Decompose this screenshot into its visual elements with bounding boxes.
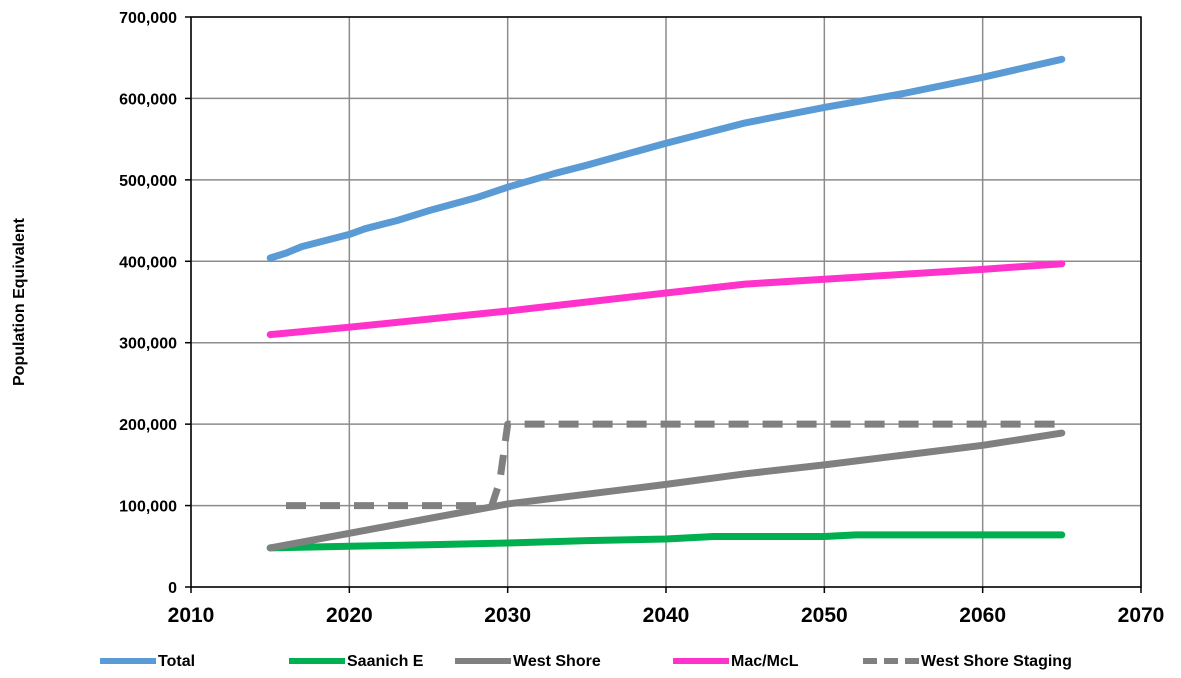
legend-label: West Shore bbox=[513, 653, 601, 670]
x-tick-label: 2050 bbox=[801, 604, 848, 627]
y-tick-label: 200,000 bbox=[119, 417, 177, 434]
series-lines bbox=[266, 55, 1066, 552]
y-tick-label: 500,000 bbox=[119, 173, 177, 190]
y-tick-label: 600,000 bbox=[119, 91, 177, 108]
legend-label: West Shore Staging bbox=[921, 653, 1072, 670]
x-tick-label: 2010 bbox=[168, 604, 215, 627]
series-line-west-shore-staging bbox=[286, 420, 1062, 510]
x-tick-label: 2030 bbox=[484, 604, 531, 627]
y-tick-label: 0 bbox=[168, 580, 177, 597]
legend: Total Saanich E West Shore Mac/McL West Shor… bbox=[100, 653, 1072, 670]
x-axis-ticks: 2010 2020 2030 2040 2050 2060 2070 bbox=[168, 587, 1165, 627]
series-line-saanich-e bbox=[266, 531, 1066, 552]
y-tick-label: 300,000 bbox=[119, 336, 177, 353]
y-tick-label: 700,000 bbox=[119, 10, 177, 27]
y-axis-ticks: 0 100,000 200,000 300,000 400,000 500,000 600,… bbox=[119, 10, 191, 597]
x-tick-label: 2020 bbox=[326, 604, 373, 627]
y-tick-label: 400,000 bbox=[119, 254, 177, 271]
series-line-west-shore bbox=[266, 429, 1066, 552]
gridlines bbox=[190, 16, 1142, 588]
y-tick-label: 100,000 bbox=[119, 499, 177, 516]
series-line-total bbox=[266, 55, 1066, 262]
x-tick-label: 2040 bbox=[643, 604, 690, 627]
x-tick-label: 2060 bbox=[959, 604, 1006, 627]
legend-label: Saanich E bbox=[347, 653, 424, 670]
legend-label: Mac/McL bbox=[731, 653, 799, 670]
series-line-mac-mcl bbox=[266, 260, 1066, 339]
legend-label: Total bbox=[158, 653, 195, 670]
y-axis-label: Population Equivalent bbox=[11, 217, 28, 386]
x-tick-label: 2070 bbox=[1118, 604, 1165, 627]
